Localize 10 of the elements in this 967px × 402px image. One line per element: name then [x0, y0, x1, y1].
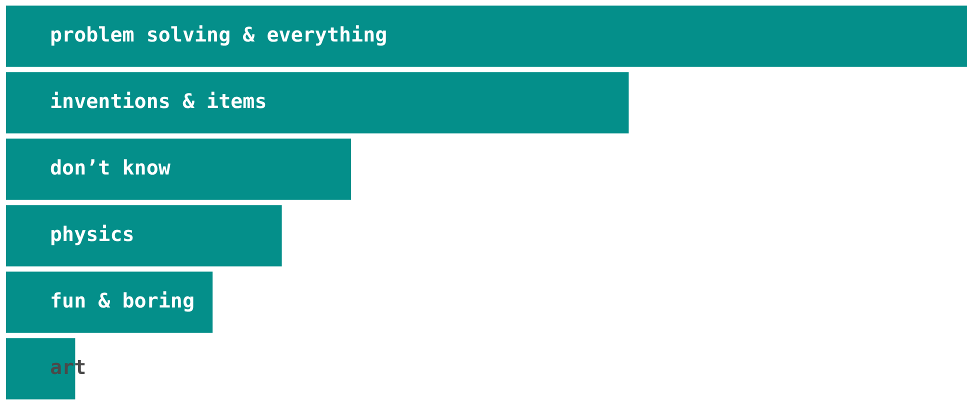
bar: [6, 6, 967, 67]
y-tick-label: fun & boring: [50, 288, 194, 312]
y-tick-label: physics: [50, 222, 134, 246]
y-tick-label: don’t know: [50, 155, 172, 180]
bar: [6, 205, 282, 266]
bar: [6, 272, 213, 333]
y-tick-label: inventions & items: [50, 88, 267, 113]
bar: [6, 138, 351, 200]
bar: [6, 72, 629, 134]
y-tick-label: problem solving & everything: [50, 22, 388, 46]
